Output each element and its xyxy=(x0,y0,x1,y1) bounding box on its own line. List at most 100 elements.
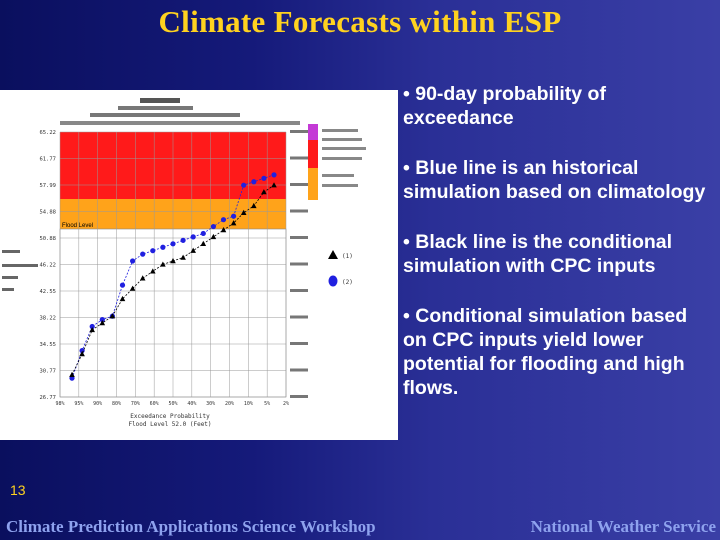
x-tick-label: 80% xyxy=(112,401,121,407)
right-tick-scribble xyxy=(290,289,308,292)
x-tick-label: 2% xyxy=(283,401,289,407)
x-tick-label: 20% xyxy=(225,401,234,407)
bullet-2: • Blue line is an historical simulation … xyxy=(403,157,706,203)
header-line-1 xyxy=(140,98,180,103)
blue-point xyxy=(140,251,146,257)
blue-point xyxy=(170,241,176,247)
blue-point xyxy=(210,223,216,230)
black-point xyxy=(271,182,277,188)
right-axis-labels xyxy=(290,130,308,398)
header-line-4 xyxy=(60,121,300,125)
y-tick-label: 46.22 xyxy=(39,263,56,269)
blue-point xyxy=(231,213,237,219)
blue-point xyxy=(160,244,166,250)
legend-red-swatch xyxy=(308,140,318,168)
forecast-figure: Flood Level 65.22 61.77 57.99 54.88 50.88 46.… xyxy=(0,90,398,440)
legend-orange-swatch xyxy=(308,168,318,200)
bullet-list: • 90-day probability of exceedance • Blu… xyxy=(403,82,715,426)
black-point xyxy=(210,233,217,240)
right-tick-scribble xyxy=(290,156,308,160)
y-tick-label: 54.88 xyxy=(39,210,56,216)
exceedance-chart: Flood Level 65.22 61.77 57.99 54.88 50.88 46.… xyxy=(2,98,366,428)
black-point xyxy=(150,268,156,274)
y-tick-label: 50.88 xyxy=(39,236,56,242)
blue-point xyxy=(180,237,186,243)
x-tick-label: 5% xyxy=(264,401,270,407)
black-point xyxy=(109,313,116,319)
black-point xyxy=(79,351,85,357)
y-tick-label: 61.77 xyxy=(39,157,56,163)
legend-triangle-marker xyxy=(328,250,338,259)
black-point xyxy=(261,189,267,195)
x-tick-label: 70% xyxy=(131,401,140,407)
right-tick-scribble xyxy=(290,236,308,239)
legend-scribbles xyxy=(322,129,366,187)
legend-label-1: (1) xyxy=(342,253,353,260)
right-tick-scribble xyxy=(290,209,308,213)
black-point xyxy=(220,227,227,233)
legend-label-2: (2) xyxy=(342,279,353,286)
black-point xyxy=(200,240,207,246)
right-tick-scribble xyxy=(290,315,308,319)
bullet-4: • Conditional simulation based on CPC in… xyxy=(403,305,688,399)
y-tick-label: 30.77 xyxy=(39,369,56,375)
x-tick-labels: 98% 95% 90% 80% 70% 60% 50% 40% 30% 20% 10% 5% 2% xyxy=(55,401,289,407)
slide-title: Climate Forecasts within ESP xyxy=(158,4,562,39)
black-point xyxy=(129,285,136,291)
x-tick-label: 40% xyxy=(187,401,196,407)
x-axis-label-2: Flood Level 52.0 (Feet) xyxy=(128,421,211,428)
right-tick-scribble xyxy=(290,342,308,345)
black-point xyxy=(170,258,176,264)
right-tick-scribble xyxy=(290,395,308,398)
x-tick-label: 95% xyxy=(74,401,83,407)
blue-point xyxy=(89,323,95,330)
black-point xyxy=(139,275,146,281)
data-series xyxy=(69,172,277,381)
blue-point xyxy=(261,175,267,181)
y-tick-label: 26.77 xyxy=(39,395,56,401)
blue-point xyxy=(200,230,206,237)
blue-point xyxy=(251,179,257,185)
y-tick-labels: 65.22 61.77 57.99 54.88 50.88 46.22 42.55 38.22… xyxy=(39,130,56,401)
black-point xyxy=(230,220,237,226)
x-tick-label: 50% xyxy=(168,401,177,407)
blue-point xyxy=(220,217,227,223)
x-tick-label: 30% xyxy=(206,401,215,407)
flood-level-label: Flood Level xyxy=(62,223,93,229)
black-point xyxy=(119,295,126,302)
right-tick-scribble xyxy=(290,183,308,186)
chart-header xyxy=(60,98,300,125)
header-line-2 xyxy=(118,106,193,110)
black-point xyxy=(180,254,186,260)
black-point xyxy=(240,209,247,215)
x-tick-label: 98% xyxy=(55,401,64,407)
slide-number: 13 xyxy=(10,482,26,498)
footer-workshop-name: Climate Prediction Applications Science … xyxy=(6,517,376,536)
y-tick-label: 42.55 xyxy=(39,289,56,295)
black-point xyxy=(99,320,106,326)
black-point xyxy=(190,247,196,253)
x-tick-label: 10% xyxy=(244,401,253,407)
x-tick-label: 60% xyxy=(150,401,159,407)
black-point xyxy=(69,371,75,377)
black-point xyxy=(160,261,166,267)
blue-point xyxy=(271,172,277,178)
y-tick-label: 34.55 xyxy=(39,342,56,348)
y-tick-label: 65.22 xyxy=(39,130,56,136)
blue-point xyxy=(150,248,156,254)
y-tick-label: 57.99 xyxy=(39,183,56,189)
legend-magenta-swatch xyxy=(308,124,318,140)
legend-circle-marker xyxy=(328,275,338,287)
y-tick-label: 38.22 xyxy=(39,316,56,322)
blue-point xyxy=(190,234,196,240)
right-tick-scribble xyxy=(290,130,308,133)
right-tick-scribble xyxy=(290,368,308,372)
x-tick-label: 90% xyxy=(93,401,102,407)
left-side-labels xyxy=(2,250,38,291)
footer-agency-name: National Weather Service xyxy=(530,517,716,536)
right-tick-scribble xyxy=(290,262,308,266)
bullet-3: • Black line is the conditional simulati… xyxy=(403,231,673,277)
series-line-1 xyxy=(71,174,275,379)
blue-point xyxy=(119,282,126,288)
black-point xyxy=(251,202,257,209)
